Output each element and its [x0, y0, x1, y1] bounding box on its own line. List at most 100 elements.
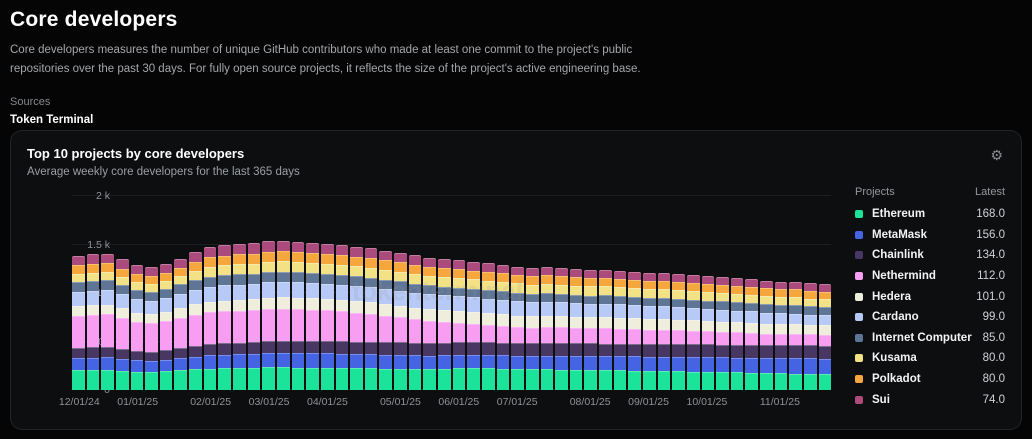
- bar-segment-hedera[interactable]: [335, 299, 349, 312]
- bar-segment-nethermind[interactable]: [745, 332, 759, 345]
- bar-segment-cardano[interactable]: [452, 296, 466, 312]
- bar-segment-kusama[interactable]: [394, 271, 407, 282]
- bar-segment-polkadot[interactable]: [569, 277, 583, 286]
- bar-segment-chainlink[interactable]: [599, 343, 612, 357]
- bar-segment-sui[interactable]: [789, 282, 803, 290]
- bar-segment-cardano[interactable]: [247, 283, 261, 300]
- bar-segment-nethermind[interactable]: [101, 314, 114, 348]
- bar-segment-cardano[interactable]: [335, 284, 349, 300]
- bar-segment-chainlink[interactable]: [716, 344, 729, 358]
- bar-segment-kusama[interactable]: [335, 265, 349, 275]
- bar-segment-nethermind[interactable]: [584, 328, 598, 344]
- bar-segment-hedera[interactable]: [218, 300, 232, 312]
- bar-segment-sui[interactable]: [379, 250, 393, 261]
- bar-segment-hedera[interactable]: [599, 317, 612, 329]
- bar-segment-polkadot[interactable]: [438, 268, 451, 277]
- bar-segment-chainlink[interactable]: [115, 348, 129, 359]
- bar-segment-polkadot[interactable]: [511, 274, 524, 284]
- bar-segment-polkadot[interactable]: [657, 280, 671, 290]
- bar-week-5[interactable]: [145, 267, 158, 390]
- bar-segment-hedera[interactable]: [555, 316, 568, 328]
- bar-segment-kusama[interactable]: [525, 284, 539, 295]
- bar-segment-hedera[interactable]: [350, 301, 363, 313]
- bar-segment-internet-computer[interactable]: [613, 296, 627, 305]
- bar-segment-polkadot[interactable]: [101, 263, 114, 272]
- bar-segment-cardano[interactable]: [716, 309, 729, 322]
- bar-week-45[interactable]: [730, 278, 744, 390]
- bar-week-3[interactable]: [115, 259, 129, 390]
- bar-segment-metamask[interactable]: [774, 358, 788, 374]
- bar-segment-hedera[interactable]: [745, 322, 759, 333]
- bar-segment-cardano[interactable]: [72, 291, 85, 307]
- bar-segment-chainlink[interactable]: [379, 342, 393, 355]
- legend-item-cardano[interactable]: Cardano 99.0: [855, 307, 1005, 328]
- bar-segment-cardano[interactable]: [745, 311, 759, 323]
- bar-segment-chainlink[interactable]: [364, 341, 378, 355]
- bar-segment-sui[interactable]: [408, 255, 422, 265]
- bar-segment-polkadot[interactable]: [818, 291, 832, 300]
- bar-segment-chainlink[interactable]: [218, 343, 232, 355]
- bar-segment-hedera[interactable]: [467, 312, 480, 324]
- bar-segment-hedera[interactable]: [774, 324, 788, 335]
- bar-segment-nethermind[interactable]: [262, 309, 275, 342]
- bar-segment-cardano[interactable]: [657, 306, 671, 320]
- bar-segment-metamask[interactable]: [262, 352, 275, 368]
- bar-segment-metamask[interactable]: [496, 355, 510, 369]
- bar-segment-nethermind[interactable]: [115, 317, 129, 349]
- bar-segment-sui[interactable]: [613, 270, 627, 279]
- bar-segment-ethereum[interactable]: [218, 368, 232, 390]
- bar-segment-ethereum[interactable]: [452, 368, 466, 390]
- bar-segment-internet-computer[interactable]: [145, 291, 158, 301]
- bar-segment-metamask[interactable]: [525, 355, 539, 370]
- bar-segment-ethereum[interactable]: [394, 368, 407, 390]
- bar-segment-polkadot[interactable]: [189, 261, 202, 271]
- bar-segment-kusama[interactable]: [628, 288, 641, 298]
- bar-segment-ethereum[interactable]: [481, 368, 495, 390]
- bar-segment-internet-computer[interactable]: [335, 275, 349, 285]
- bar-segment-chainlink[interactable]: [672, 344, 685, 357]
- bar-segment-metamask[interactable]: [745, 357, 759, 373]
- bar-week-4[interactable]: [130, 265, 144, 390]
- legend-item-sui[interactable]: Sui 74.0: [855, 389, 1005, 410]
- bar-segment-metamask[interactable]: [686, 356, 700, 372]
- bar-segment-kusama[interactable]: [745, 295, 759, 304]
- bar-segment-internet-computer[interactable]: [525, 294, 539, 303]
- bar-segment-internet-computer[interactable]: [379, 279, 393, 290]
- bar-segment-chainlink[interactable]: [408, 342, 422, 356]
- bar-segment-ethereum[interactable]: [599, 370, 612, 390]
- bar-segment-polkadot[interactable]: [262, 251, 275, 263]
- bar-segment-sui[interactable]: [438, 259, 451, 269]
- bar-segment-internet-computer[interactable]: [540, 293, 554, 302]
- bar-segment-metamask[interactable]: [130, 360, 144, 372]
- legend-item-internet-computer[interactable]: Internet Computer 85.0: [855, 328, 1005, 349]
- bar-segment-hedera[interactable]: [364, 302, 378, 314]
- bar-segment-sui[interactable]: [276, 240, 290, 252]
- bar-segment-internet-computer[interactable]: [569, 294, 583, 304]
- bar-week-46[interactable]: [745, 279, 759, 390]
- bar-segment-internet-computer[interactable]: [408, 283, 422, 293]
- bar-segment-chainlink[interactable]: [291, 340, 305, 353]
- bar-segment-internet-computer[interactable]: [218, 275, 232, 286]
- bar-segment-nethermind[interactable]: [804, 334, 817, 346]
- bar-segment-nethermind[interactable]: [540, 327, 554, 344]
- bar-segment-chainlink[interactable]: [233, 342, 246, 355]
- bar-segment-sui[interactable]: [584, 270, 598, 279]
- bar-segment-internet-computer[interactable]: [760, 304, 773, 313]
- bar-segment-metamask[interactable]: [306, 353, 319, 368]
- bar-segment-nethermind[interactable]: [86, 315, 100, 348]
- bar-segment-cardano[interactable]: [818, 315, 832, 325]
- bar-segment-ethereum[interactable]: [101, 369, 114, 390]
- bar-segment-internet-computer[interactable]: [672, 298, 685, 308]
- bar-segment-cardano[interactable]: [115, 294, 129, 309]
- bar-segment-nethermind[interactable]: [716, 331, 729, 345]
- bar-segment-metamask[interactable]: [511, 355, 524, 370]
- bar-segment-chainlink[interactable]: [613, 343, 627, 357]
- bar-segment-internet-computer[interactable]: [247, 273, 261, 284]
- bar-segment-sui[interactable]: [760, 280, 773, 289]
- bar-segment-hedera[interactable]: [86, 305, 100, 316]
- bar-segment-polkadot[interactable]: [145, 276, 158, 284]
- bar-segment-kusama[interactable]: [306, 263, 319, 274]
- bar-segment-polkadot[interactable]: [306, 253, 319, 264]
- bar-segment-sui[interactable]: [115, 259, 129, 269]
- bar-segment-chainlink[interactable]: [174, 348, 188, 359]
